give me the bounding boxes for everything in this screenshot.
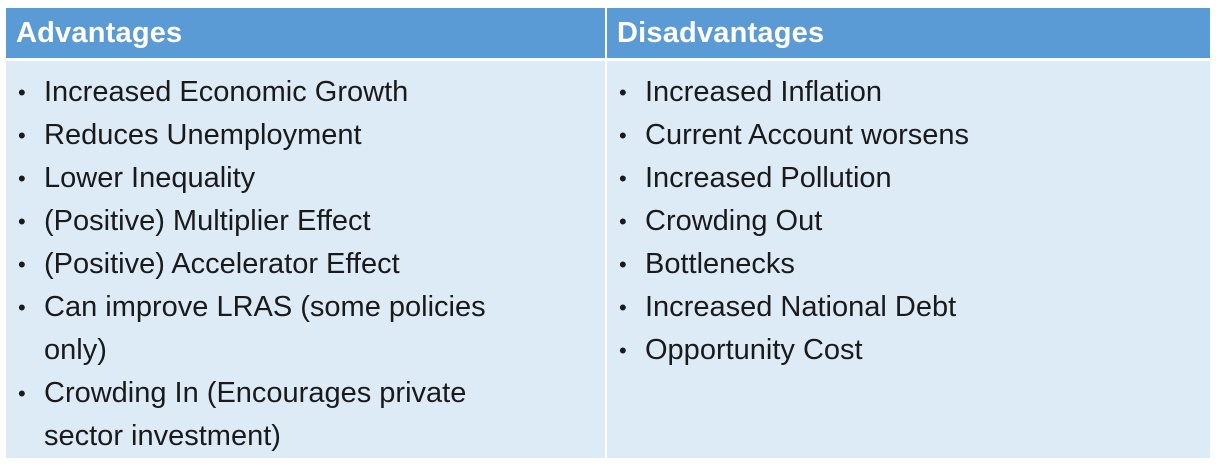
- bullet-icon: •: [18, 123, 26, 148]
- disadvantage-text: Increased Pollution: [645, 162, 892, 194]
- bullet-icon: •: [619, 166, 627, 191]
- disadvantage-text: Bottlenecks: [645, 248, 795, 280]
- bullet-icon: •: [18, 209, 26, 234]
- bullet-icon: •: [619, 338, 627, 363]
- disadvantage-text: Crowding Out: [645, 205, 823, 237]
- list-item: • Increased Economic Growth: [16, 71, 605, 114]
- advantages-header: Advantages: [6, 8, 607, 61]
- advantages-list: • Increased Economic Growth • Reduces Unem…: [16, 71, 605, 458]
- list-item: • Lower Inequality: [16, 157, 605, 200]
- body-row: • Increased Economic Growth • Reduces Unem…: [6, 59, 1210, 458]
- advantage-text: Reduces Unemployment: [44, 119, 362, 151]
- advantage-text: Can improve LRAS (some policies only): [44, 291, 486, 366]
- advantage-text: (Positive) Accelerator Effect: [44, 248, 400, 280]
- list-item: • Reduces Unemployment: [16, 114, 605, 157]
- list-item: • (Positive) Multiplier Effect: [16, 200, 605, 243]
- bullet-icon: •: [619, 209, 627, 234]
- header-row: Advantages Disadvantages: [6, 8, 1210, 61]
- bullet-icon: •: [18, 295, 26, 320]
- list-item: • Crowding In (Encourages private sector …: [16, 372, 605, 458]
- bullet-icon: •: [619, 252, 627, 277]
- pros-cons-table: Advantages Disadvantages • Increased Econ…: [6, 8, 1210, 458]
- bullet-icon: •: [619, 123, 627, 148]
- disadvantages-header: Disadvantages: [606, 8, 1210, 61]
- advantage-text: Crowding In (Encourages private sector i…: [44, 377, 467, 452]
- list-item: • Opportunity Cost: [617, 329, 1210, 372]
- bullet-icon: •: [18, 80, 26, 105]
- disadvantages-list: • Increased Inflation • Current Account wo…: [617, 71, 1210, 372]
- disadvantage-text: Increased National Debt: [645, 291, 957, 323]
- bullet-icon: •: [18, 381, 26, 406]
- advantages-cell: • Increased Economic Growth • Reduces Unem…: [6, 59, 607, 458]
- advantage-text: Increased Economic Growth: [44, 76, 409, 108]
- advantage-text: Lower Inequality: [44, 162, 256, 194]
- disadvantage-text: Increased Inflation: [645, 76, 882, 108]
- bullet-icon: •: [18, 166, 26, 191]
- list-item: • Increased Inflation: [617, 71, 1210, 114]
- list-item: • Can improve LRAS (some policies only): [16, 286, 605, 372]
- list-item: • Increased National Debt: [617, 286, 1210, 329]
- bullet-icon: •: [18, 252, 26, 277]
- disadvantages-cell: • Increased Inflation • Current Account wo…: [606, 59, 1210, 458]
- bullet-icon: •: [619, 295, 627, 320]
- list-item: • Crowding Out: [617, 200, 1210, 243]
- list-item: • Bottlenecks: [617, 243, 1210, 286]
- bullet-icon: •: [619, 80, 627, 105]
- pros-cons-table-container: Advantages Disadvantages • Increased Econ…: [6, 8, 1210, 458]
- list-item: • Increased Pollution: [617, 157, 1210, 200]
- list-item: • Current Account worsens: [617, 114, 1210, 157]
- disadvantage-text: Current Account worsens: [645, 119, 969, 151]
- disadvantage-text: Opportunity Cost: [645, 334, 863, 366]
- list-item: • (Positive) Accelerator Effect: [16, 243, 605, 286]
- advantage-text: (Positive) Multiplier Effect: [44, 205, 371, 237]
